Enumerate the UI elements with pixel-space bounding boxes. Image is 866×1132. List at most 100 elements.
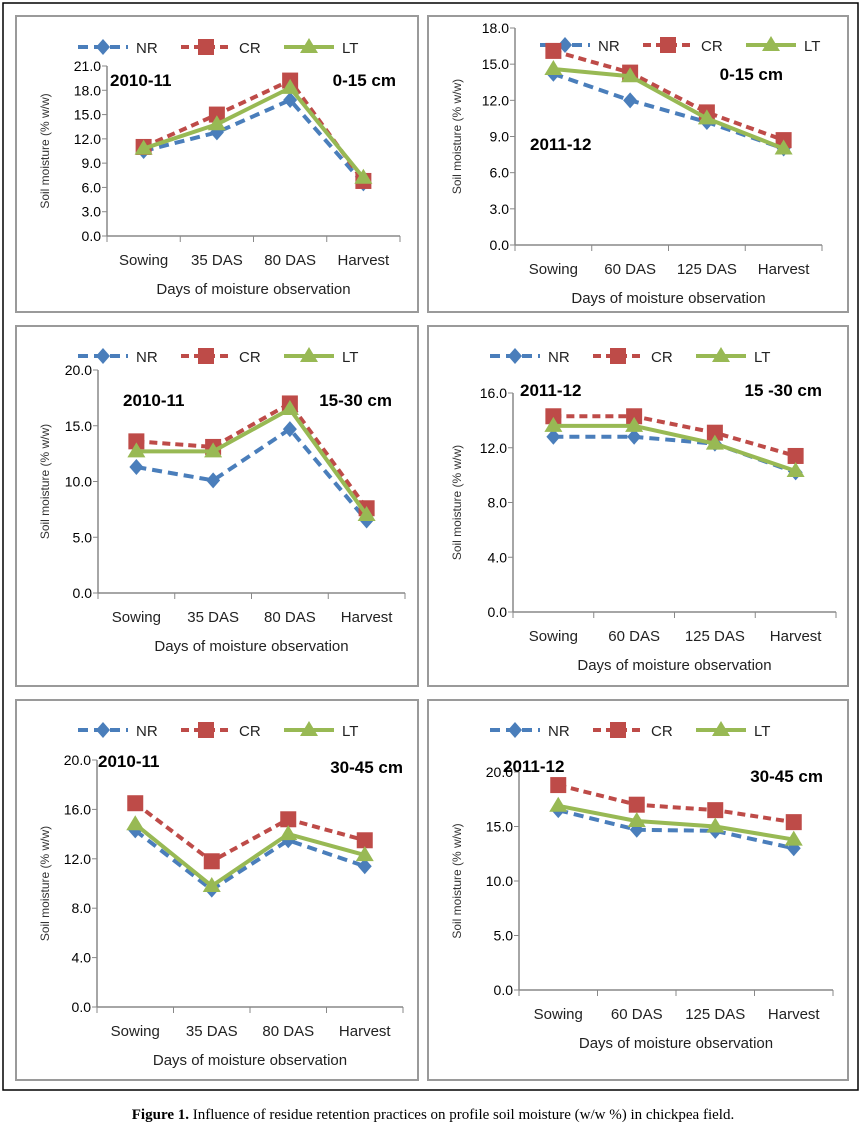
data-point-triangle [774, 139, 793, 155]
data-point-triangle [357, 505, 376, 521]
data-point-triangle [706, 817, 725, 833]
figure-caption: Figure 1. Influence of residue retention… [0, 1107, 866, 1124]
x-tick-label: 125 DAS [685, 1006, 745, 1023]
legend-item-cr: CR [181, 722, 261, 740]
y-tick-label: 15.0 [65, 418, 92, 434]
data-point-triangle [625, 416, 644, 432]
data-point-triangle [784, 830, 803, 846]
y-tick-label: 0.0 [494, 982, 514, 998]
data-point-triangle [281, 78, 300, 94]
data-point-diamond [627, 428, 642, 445]
x-tick-label: 125 DAS [685, 628, 745, 645]
data-point-triangle [134, 139, 153, 155]
legend-label: NR [136, 40, 158, 57]
data-point-triangle [202, 876, 221, 892]
legend-label: LT [754, 349, 770, 366]
legend-item-lt: LT [284, 38, 358, 57]
legend-label: LT [342, 349, 358, 366]
series-line [136, 407, 369, 517]
data-point-diamond [283, 92, 298, 108]
data-point-diamond [206, 472, 221, 489]
data-point-triangle [204, 442, 223, 458]
legend-item-cr: CR [593, 348, 673, 366]
data-point-triangle [279, 825, 298, 841]
y-tick-label: 3.0 [490, 201, 510, 217]
y-tick-label: 18.0 [482, 20, 509, 36]
x-tick-label: Sowing [112, 609, 161, 626]
x-tick-label: 35 DAS [187, 609, 239, 626]
y-tick-label: 10.0 [486, 873, 513, 889]
y-tick-label: 5.0 [494, 928, 514, 944]
y-tick-label: 12.0 [74, 131, 101, 147]
y-axis-title: Soil moisture (% w/w) [450, 445, 464, 560]
legend-item-lt: LT [284, 347, 358, 366]
data-point-diamond [357, 858, 372, 875]
x-tick-label: 35 DAS [191, 252, 243, 269]
legend-marker-diamond [96, 722, 110, 738]
x-tick-label: 35 DAS [186, 1023, 238, 1040]
x-tick-label: Harvest [758, 261, 811, 278]
data-point-triangle [544, 59, 563, 75]
y-tick-label: 12.0 [482, 92, 509, 108]
y-tick-label: 0.0 [73, 585, 93, 601]
y-tick-label: 16.0 [480, 385, 507, 401]
legend-label: LT [804, 38, 820, 55]
caption-label: Figure 1. [131, 1107, 189, 1123]
data-point-square [127, 795, 144, 812]
legend-item-cr: CR [593, 722, 673, 740]
y-axis-title: Soil moisture (% w/w) [450, 823, 464, 938]
legend-item-lt: LT [696, 721, 770, 740]
data-point-triangle [126, 815, 145, 831]
y-tick-label: 15.0 [482, 56, 509, 72]
legend-label: CR [651, 349, 673, 366]
legend-label: NR [548, 349, 570, 366]
year-label: 2011-12 [503, 757, 564, 776]
y-tick-label: 0.0 [488, 604, 508, 620]
legend-label: NR [136, 349, 158, 366]
series-line [552, 48, 785, 142]
legend-marker-diamond [96, 348, 110, 364]
series-cr [550, 777, 802, 831]
data-point-triangle [127, 442, 146, 458]
data-point-square [356, 832, 373, 849]
y-tick-label: 4.0 [488, 549, 508, 565]
year-label: 2011-12 [530, 135, 591, 154]
series-lt [127, 400, 376, 521]
x-axis-title: Days of moisture observation [579, 1035, 773, 1052]
x-tick-label: Harvest [341, 609, 394, 626]
legend-marker-diamond [508, 348, 522, 364]
y-axis-title: Soil moisture (% w/w) [38, 93, 52, 208]
data-point-square [787, 447, 804, 464]
legend-label: CR [239, 723, 261, 740]
series-line [557, 808, 795, 851]
series-cr [127, 795, 373, 870]
legend-item-cr: CR [643, 37, 723, 55]
panel-frame [15, 325, 419, 687]
outer-frame [2, 2, 859, 1091]
depth-label: 15-30 cm [319, 391, 392, 410]
legend-label: NR [136, 723, 158, 740]
depth-label: 0-15 cm [333, 71, 396, 90]
x-axis-title: Days of moisture observation [156, 281, 350, 298]
data-point-square [208, 106, 225, 123]
data-point-square [545, 408, 562, 425]
y-axis-title: Soil moisture (% w/w) [38, 424, 52, 539]
legend-marker-diamond [96, 39, 110, 55]
y-tick-label: 16.0 [64, 801, 91, 817]
legend-marker-diamond [558, 37, 572, 53]
legend-label: LT [342, 723, 358, 740]
y-tick-label: 21.0 [74, 58, 101, 74]
series-line [553, 423, 797, 473]
legend-marker-triangle [762, 36, 780, 51]
y-tick-label: 3.0 [82, 204, 102, 220]
series-line [557, 783, 795, 825]
series-line [136, 401, 369, 510]
legend-item-nr: NR [78, 348, 158, 366]
legend-label: CR [701, 38, 723, 55]
y-tick-label: 8.0 [488, 495, 508, 511]
y-tick-label: 0.0 [490, 237, 510, 253]
x-tick-label: Harvest [770, 628, 823, 645]
series-lt [549, 796, 803, 846]
series-line [142, 85, 365, 179]
